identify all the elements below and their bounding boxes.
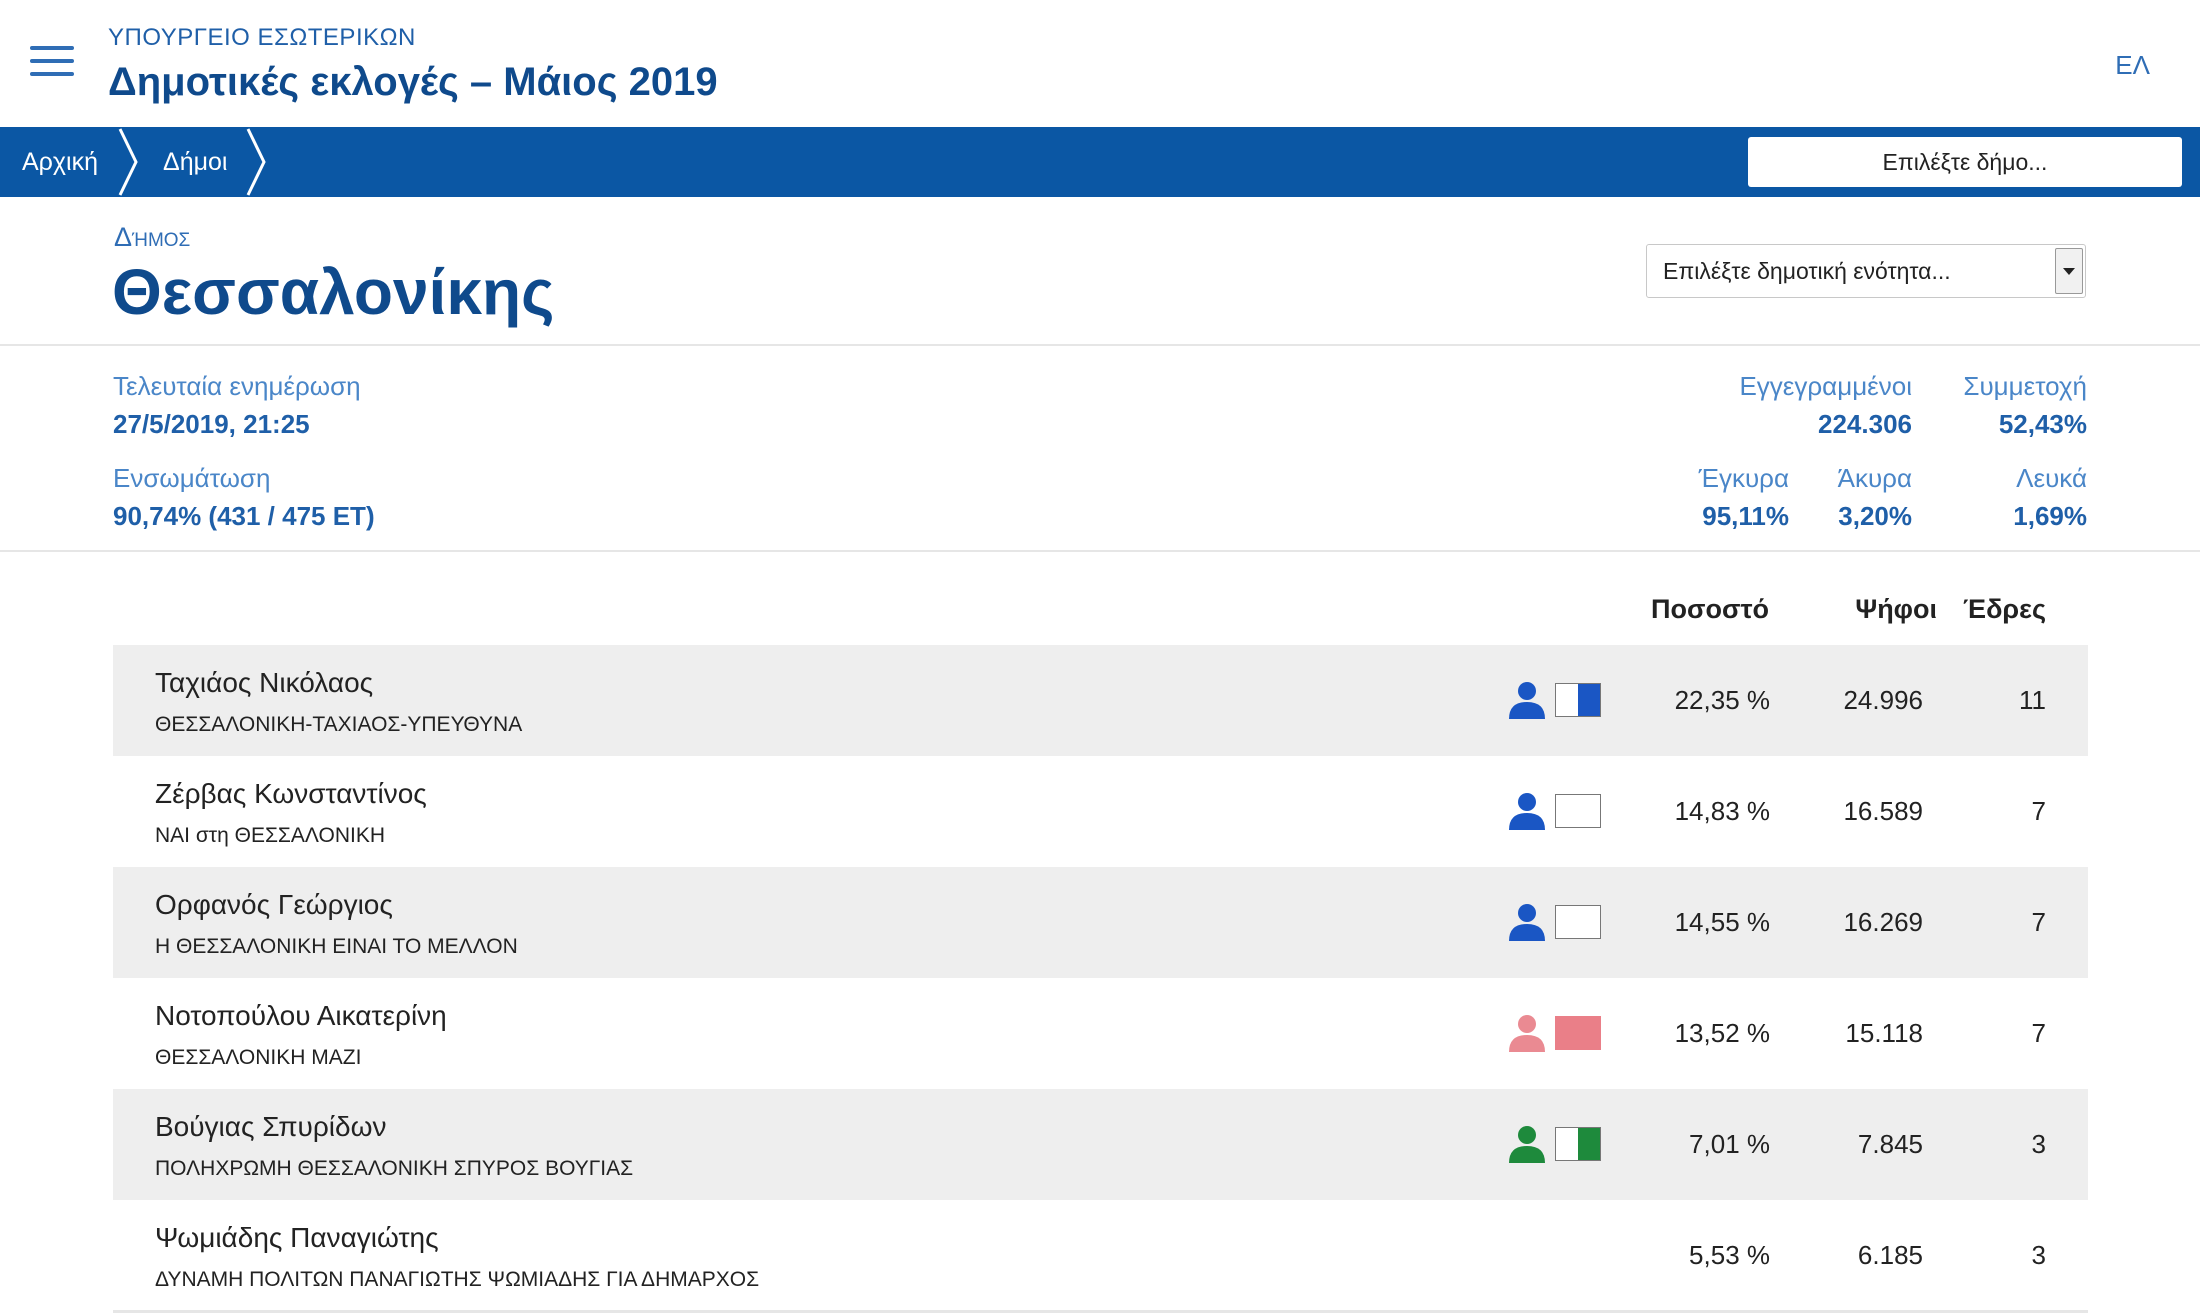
valid-value: 95,11%: [1702, 501, 1789, 531]
language-switch[interactable]: ΕΛ: [2115, 50, 2150, 80]
candidate-name: Ταχιάος Νικόλαος: [155, 667, 374, 698]
column-header-seats: Έδρες: [1963, 594, 2046, 624]
candidate-name: Ζέρβας Κωνσταντίνος: [155, 778, 427, 809]
party-color-fill: [1578, 684, 1600, 716]
breadcrumb-municipalities[interactable]: Δήμοι: [163, 148, 228, 176]
ministry-name: ΥΠΟΥΡΓΕΙΟ ΕΣΩΤΕΡΙΚΩΝ: [108, 24, 416, 51]
breadcrumb-home[interactable]: Αρχική: [22, 148, 98, 176]
party-color-swatch: [1555, 683, 1601, 717]
table-row[interactable]: Βούγιας Σπυρίδων ΠΟΛΗΧΡΩΜΗ ΘΕΣΣΑΛΟΝΙΚΗ Σ…: [113, 1089, 2088, 1200]
breadcrumb-separator-icon: [118, 128, 138, 196]
candidate-name: Ορφανός Γεώργιος: [155, 889, 393, 920]
party-color-swatch: [1555, 905, 1601, 939]
seats-value: 11: [2019, 685, 2046, 715]
divider: [0, 344, 2200, 346]
turnout-value: 52,43%: [1998, 409, 2087, 439]
votes-value: 16.589: [1843, 796, 1923, 826]
incorporation-value: 90,74% (431 / 475 ΕΤ): [113, 501, 375, 531]
column-header-votes: Ψήφοι: [1855, 594, 1937, 624]
valid-label: Έγκυρα: [1698, 463, 1789, 493]
municipal-unit-select-placeholder: Επιλέξτε δημοτική ενότητα...: [1663, 258, 1951, 284]
municipality-select[interactable]: Επιλέξτε δήμο...: [1748, 137, 2182, 187]
party-name: ΝΑΙ στη ΘΕΣΣΑΛΟΝΙΚΗ: [155, 824, 386, 847]
person-icon: [1509, 793, 1545, 830]
table-row[interactable]: Ψωμιάδης Παναγιώτης ΔΥΝΑΜΗ ΠΟΛΙΤΩΝ ΠΑΝΑΓ…: [113, 1200, 2088, 1311]
person-icon: [1509, 682, 1545, 719]
blank-label: Λευκά: [2016, 463, 2087, 493]
seats-value: 3: [2031, 1129, 2046, 1159]
column-header-percent: Ποσοστό: [1651, 594, 1769, 624]
blank-value: 1,69%: [2013, 501, 2087, 531]
party-name: ΘΕΣΣΑΛΟΝΙΚΗ-ΤΑΧΙΑΟΣ-ΥΠΕΥΘΥΝΑ: [155, 713, 523, 736]
candidate-name: Βούγιας Σπυρίδων: [155, 1111, 387, 1142]
votes-value: 15.118: [1845, 1018, 1923, 1048]
breadcrumb-separator-icon: [246, 128, 266, 196]
person-icon: [1509, 1015, 1545, 1052]
invalid-value: 3,20%: [1838, 501, 1912, 531]
page-title: Δημοτικές εκλογές – Μάιος 2019: [108, 60, 718, 104]
person-icon: [1509, 1126, 1545, 1163]
seats-value: 7: [2031, 796, 2046, 826]
percent-value: 14,83 %: [1674, 796, 1770, 826]
party-color-fill: [1578, 1128, 1600, 1160]
table-bottom-border: [113, 1310, 2088, 1313]
dropdown-arrow-icon[interactable]: [2055, 248, 2083, 294]
votes-value: 24.996: [1843, 685, 1923, 715]
candidate-name: Νοτοπούλου Αικατερίνη: [155, 1000, 447, 1031]
party-name: ΔΥΝΑΜΗ ΠΟΛΙΤΩΝ ΠΑΝΑΓΙΩΤΗΣ ΨΩΜΙΑΔΗΣ ΓΙΑ Δ…: [155, 1268, 760, 1291]
incorporation-label: Ενσωμάτωση: [113, 463, 271, 493]
party-color-fill: [1556, 1017, 1600, 1049]
turnout-label: Συμμετοχή: [1963, 371, 2087, 401]
table-row[interactable]: Ορφανός Γεώργιος Η ΘΕΣΣΑΛΟΝΙΚΗ ΕΙΝΑΙ ΤΟ …: [113, 867, 2088, 978]
seats-value: 3: [2031, 1240, 2046, 1270]
percent-value: 13,52 %: [1674, 1018, 1770, 1048]
percent-value: 14,55 %: [1674, 907, 1770, 937]
votes-value: 7.845: [1857, 1129, 1923, 1159]
party-color-swatch: [1555, 794, 1601, 828]
app-header: ΥΠΟΥΡΓΕΙΟ ΕΣΩΤΕΡΙΚΩΝ Δημοτικές εκλογές –…: [0, 0, 2200, 127]
registered-label: Εγγεγραμμένοι: [1739, 371, 1912, 401]
municipality-name: Θεσσαλονίκης: [112, 256, 555, 328]
municipality-label: Δήμος: [114, 222, 191, 252]
percent-value: 5,53 %: [1689, 1240, 1770, 1270]
party-name: Η ΘΕΣΣΑΛΟΝΙΚΗ ΕΙΝΑΙ ΤΟ ΜΕΛΛΟΝ: [155, 935, 518, 958]
seats-value: 7: [2031, 1018, 2046, 1048]
divider: [0, 550, 2200, 552]
breadcrumb-bar: Αρχική Δήμοι Επιλέξτε δήμο...: [0, 127, 2200, 197]
invalid-label: Άκυρα: [1837, 463, 1912, 493]
party-name: ΠΟΛΗΧΡΩΜΗ ΘΕΣΣΑΛΟΝΙΚΗ ΣΠΥΡΟΣ ΒΟΥΓΙΑΣ: [155, 1157, 634, 1180]
party-color-swatch: [1555, 1127, 1601, 1161]
votes-value: 6.185: [1857, 1240, 1923, 1270]
table-row[interactable]: Νοτοπούλου Αικατερίνη ΘΕΣΣΑΛΟΝΙΚΗ ΜΑΖΙ 1…: [113, 978, 2088, 1089]
hamburger-menu-icon[interactable]: [30, 46, 74, 80]
table-row[interactable]: Ταχιάος Νικόλαος ΘΕΣΣΑΛΟΝΙΚΗ-ΤΑΧΙΑΟΣ-ΥΠΕ…: [113, 645, 2088, 756]
party-color-swatch: [1555, 1016, 1601, 1050]
registered-value: 224.306: [1818, 409, 1912, 439]
seats-value: 7: [2031, 907, 2046, 937]
municipal-unit-select[interactable]: Επιλέξτε δημοτική ενότητα...: [1646, 244, 2086, 298]
person-icon: [1509, 904, 1545, 941]
party-name: ΘΕΣΣΑΛΟΝΙΚΗ ΜΑΖΙ: [155, 1046, 362, 1069]
last-update-label: Τελευταία ενημέρωση: [113, 371, 361, 401]
results-table: Ταχιάος Νικόλαος ΘΕΣΣΑΛΟΝΙΚΗ-ΤΑΧΙΑΟΣ-ΥΠΕ…: [113, 645, 2088, 1311]
last-update-value: 27/5/2019, 21:25: [113, 409, 310, 439]
percent-value: 7,01 %: [1689, 1129, 1770, 1159]
votes-value: 16.269: [1843, 907, 1923, 937]
candidate-name: Ψωμιάδης Παναγιώτης: [155, 1222, 439, 1253]
table-row[interactable]: Ζέρβας Κωνσταντίνος ΝΑΙ στη ΘΕΣΣΑΛΟΝΙΚΗ …: [113, 756, 2088, 867]
percent-value: 22,35 %: [1674, 685, 1770, 715]
